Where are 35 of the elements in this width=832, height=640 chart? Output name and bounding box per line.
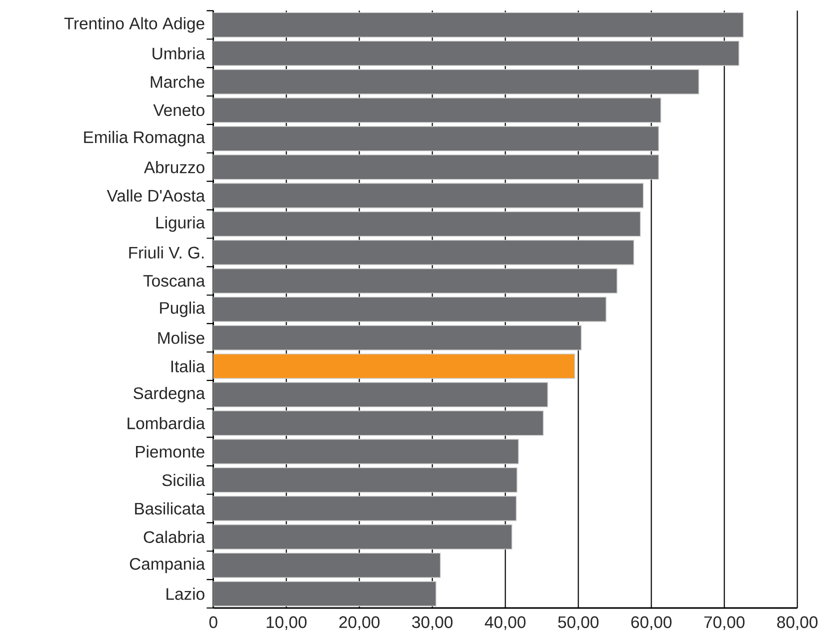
x-tick-label: 40,00 (484, 616, 526, 630)
y-tick-label: Piemonte (136, 445, 204, 458)
y-tick-label: Calabria (144, 530, 206, 544)
bar (213, 182, 644, 208)
y-tick-label: Lazio (166, 588, 204, 600)
x-tick-label: 80,00 (777, 616, 818, 630)
y-tick-label: Molise (158, 332, 204, 344)
y-tick-label: Puglia (160, 302, 206, 318)
x-tick-label: 50,00 (558, 616, 599, 630)
y-tick-label: Veneto (153, 104, 204, 116)
bar (213, 268, 618, 294)
x-tick-label: 60,00 (631, 616, 672, 630)
y-tick-label: Lombardia (128, 416, 206, 430)
y-tick-label: Emilia Romagna (84, 130, 206, 146)
bar (213, 154, 660, 180)
y-tick-label: Sicilia (162, 474, 206, 486)
y-tick-label: Toscana (143, 275, 206, 287)
y-tick-label: Marche (150, 76, 204, 88)
x-tick-label: 10,00 (266, 616, 307, 630)
x-tick-label: 30,00 (412, 616, 453, 630)
y-tick-label: Italia (171, 360, 206, 372)
y-tick-label: Basilicata (135, 502, 206, 515)
bar (213, 69, 700, 94)
y-tick-label: Trentino Alto Adige (64, 17, 204, 33)
y-tick-label: Abruzzo (144, 160, 204, 174)
y-tick-label: Sardegna (134, 386, 206, 402)
y-tick-label: Friuli V. G. (129, 246, 204, 259)
x-tick-label: 70,00 (704, 616, 745, 630)
x-tick-label: 0 (209, 616, 218, 628)
x-tick-label: 20,00 (339, 616, 380, 630)
y-tick-label: Campania (130, 558, 206, 574)
y-tick-label: Liguria (156, 216, 206, 232)
y-tick-label: Valle D'Aosta (106, 189, 206, 202)
y-tick-label: Umbria (152, 47, 206, 60)
bar (213, 382, 548, 408)
